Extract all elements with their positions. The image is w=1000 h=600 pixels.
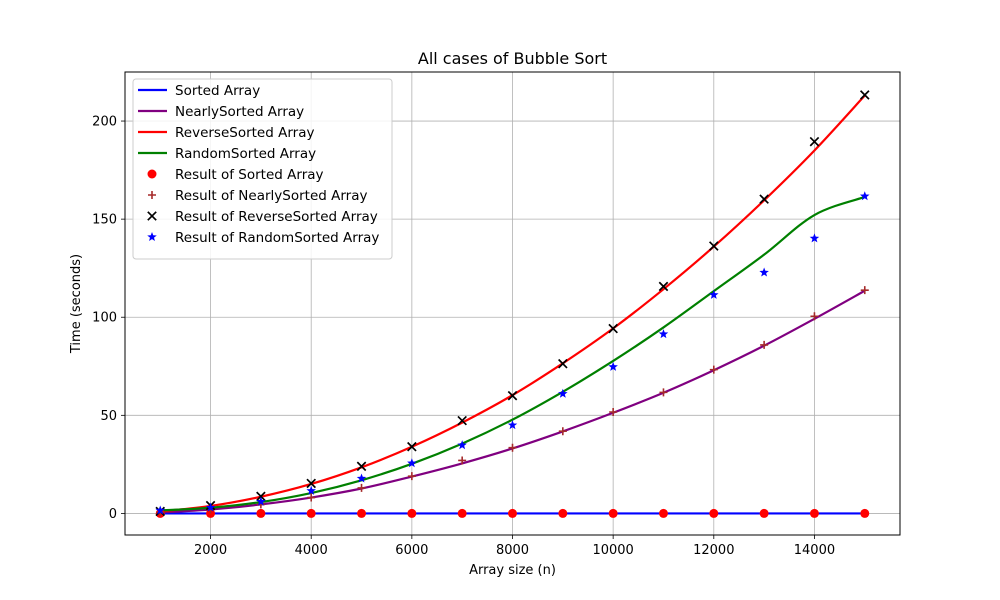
series-line-randomsorted-array [160,195,866,512]
axis-ticks: 2000 4000 6000 8000 10000 12000 14000 0 50 100 150… [92,115,835,558]
x-tick-label: 2000 [194,543,227,558]
data-point [256,496,266,506]
data-point [306,478,317,489]
x-tick-label: 10000 [592,543,633,558]
data-point [608,361,618,371]
data-point [709,289,719,299]
y-tick-label: 100 [92,311,117,326]
legend-label: NearlySorted Array [175,104,304,120]
data-point [407,472,416,481]
data-point [306,508,316,518]
data-point [859,90,870,100]
legend-label: Result of ReverseSorted Array [175,209,378,225]
data-point [759,194,769,204]
series-points-result-of-sorted-array [155,508,870,518]
legend-label: Result of RandomSorted Array [175,230,379,246]
series-line-reversesorted-array [160,94,866,513]
data-point [306,485,316,495]
data-point [609,407,618,416]
legend-marker-swatch [148,191,156,199]
data-point [658,508,668,518]
data-point [205,502,216,512]
data-point [658,329,669,339]
legend-label: Sorted Array [175,83,260,99]
y-tick-label: 50 [100,409,117,424]
data-point [307,493,316,502]
data-point [407,508,417,518]
data-point [558,388,568,398]
data-point [860,191,870,201]
data-point [558,508,568,518]
data-point [508,508,517,518]
data-point [356,473,367,483]
legend-label: Result of NearlySorted Array [175,188,367,204]
data-point [356,461,367,472]
data-point [256,491,266,502]
data-point [709,365,718,374]
data-point [458,456,467,465]
legend-marker-swatch [147,232,157,242]
data-point [810,312,819,321]
data-point [608,323,618,334]
data-point [759,508,769,518]
data-point [457,440,467,450]
data-point [558,358,568,369]
x-tick-label: 8000 [496,543,529,558]
data-point [457,508,467,518]
y-tick-label: 200 [92,115,117,130]
data-point [809,233,820,243]
legend-marker-swatch [147,211,157,221]
series-points-result-of-nearlysorted-array [156,286,869,517]
data-point [760,340,769,349]
data-point [507,420,518,430]
plot-series [155,90,870,518]
legend-marker-swatch [147,169,157,179]
x-tick-label: 6000 [395,543,428,558]
data-point [809,136,820,147]
data-point [256,508,266,518]
y-tick-label: 150 [92,213,117,228]
x-tick-label: 12000 [693,543,734,558]
data-point [860,508,870,518]
legend-label: RandomSorted Array [175,146,316,162]
x-axis-label: Array size (n) [469,563,556,578]
x-tick-label: 14000 [794,543,835,558]
legend-label: ReverseSorted Array [175,125,314,141]
data-point [759,267,769,277]
data-point [407,441,417,452]
data-point [507,390,518,401]
series-points-result-of-randomsorted-array [155,191,870,515]
y-axis-label: Time (seconds) [69,254,84,354]
data-point [357,508,367,518]
data-point [658,281,669,292]
data-point [155,505,165,515]
chart-title: All cases of Bubble Sort [418,49,607,68]
data-point [809,508,819,518]
data-point [708,241,719,251]
data-point [558,427,567,436]
data-point [860,286,869,295]
data-point [407,458,417,468]
y-tick-label: 0 [109,507,117,522]
data-point [457,415,467,426]
data-point [709,508,719,518]
data-point [508,443,517,452]
data-point [608,508,618,518]
data-point [357,483,366,492]
data-point [659,388,668,397]
legend: Sorted Array NearlySorted Array ReverseSor… [132,78,393,260]
legend-box [132,78,393,260]
x-tick-label: 4000 [295,543,328,558]
legend-label: Result of Sorted Array [175,167,324,183]
